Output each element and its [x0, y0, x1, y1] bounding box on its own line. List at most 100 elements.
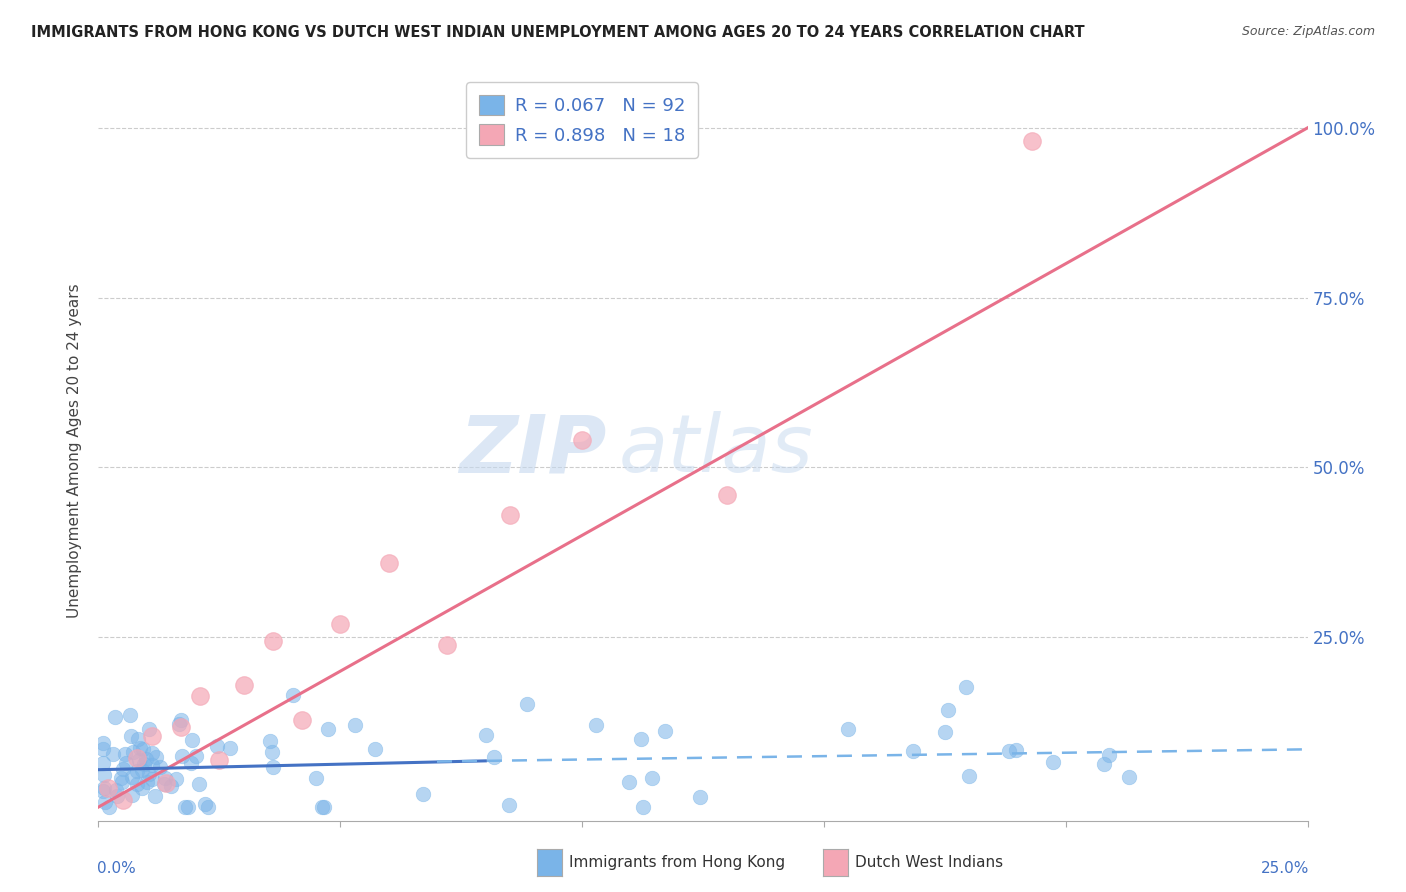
Point: [316, 723, 339, 737]
Point: [934, 724, 956, 739]
Point: [1021, 135, 1043, 149]
Text: IMMIGRANTS FROM HONG KONG VS DUTCH WEST INDIAN UNEMPLOYMENT AMONG AGES 20 TO 24 : IMMIGRANTS FROM HONG KONG VS DUTCH WEST …: [31, 25, 1084, 40]
Point: [134, 756, 156, 771]
Point: [290, 713, 312, 727]
Point: [114, 747, 136, 761]
Text: 0.0%: 0.0%: [97, 862, 136, 876]
Legend: R = 0.067   N = 92, R = 0.898   N = 18: R = 0.067 N = 92, R = 0.898 N = 18: [467, 82, 697, 158]
Point: [94, 796, 117, 810]
Point: [129, 741, 152, 756]
Text: Source: ZipAtlas.com: Source: ZipAtlas.com: [1241, 25, 1375, 38]
Point: [155, 775, 177, 789]
Point: [104, 782, 127, 797]
Point: [262, 746, 284, 760]
Point: [329, 616, 352, 631]
Point: [93, 780, 115, 795]
Point: [91, 784, 114, 798]
Point: [101, 747, 124, 762]
Point: [205, 739, 228, 753]
Point: [998, 744, 1021, 758]
Point: [219, 741, 242, 756]
Point: [114, 756, 136, 771]
Point: [585, 717, 607, 731]
Point: [654, 724, 676, 739]
Point: [305, 771, 328, 785]
Point: [631, 800, 654, 814]
Point: [955, 680, 977, 694]
Text: atlas: atlas: [619, 411, 813, 490]
Point: [165, 772, 187, 787]
Point: [1098, 747, 1121, 762]
Point: [208, 752, 231, 766]
Point: [118, 708, 141, 723]
Point: [107, 789, 129, 803]
Point: [959, 769, 981, 783]
Point: [482, 750, 505, 764]
Point: [173, 800, 195, 814]
Point: [97, 800, 120, 814]
Point: [145, 749, 167, 764]
Point: [1004, 743, 1026, 757]
Point: [170, 714, 193, 728]
Point: [177, 800, 200, 814]
Point: [104, 709, 127, 723]
Point: [152, 777, 174, 791]
Point: [571, 434, 593, 448]
Point: [188, 777, 211, 791]
Point: [281, 688, 304, 702]
Point: [128, 753, 150, 767]
Point: [344, 718, 367, 732]
Point: [167, 716, 190, 731]
Point: [136, 775, 159, 789]
Point: [111, 775, 134, 789]
Point: [617, 775, 640, 789]
Point: [689, 790, 711, 805]
Text: ZIP: ZIP: [458, 411, 606, 490]
Point: [901, 744, 924, 758]
Point: [232, 678, 254, 692]
Point: [311, 800, 333, 814]
Point: [1042, 756, 1064, 770]
Point: [474, 728, 496, 742]
Point: [127, 777, 149, 791]
Point: [91, 736, 114, 750]
Point: [936, 703, 959, 717]
Point: [314, 800, 336, 814]
Point: [91, 756, 114, 771]
Point: [180, 756, 202, 770]
Text: Dutch West Indians: Dutch West Indians: [855, 855, 1002, 870]
Point: [127, 732, 149, 747]
Point: [364, 741, 387, 756]
Point: [498, 508, 520, 522]
Point: [262, 634, 284, 648]
Point: [93, 742, 115, 756]
Point: [169, 720, 191, 734]
Point: [141, 772, 163, 786]
Text: 25.0%: 25.0%: [1260, 862, 1309, 876]
Point: [138, 722, 160, 736]
Point: [131, 781, 153, 796]
Point: [131, 763, 153, 777]
Point: [180, 732, 202, 747]
Point: [121, 788, 143, 802]
Point: [197, 800, 219, 814]
Point: [138, 767, 160, 781]
Point: [132, 742, 155, 756]
Point: [121, 771, 143, 785]
Point: [160, 780, 183, 794]
Point: [412, 787, 434, 801]
Point: [186, 748, 208, 763]
Point: [1118, 770, 1140, 784]
Point: [188, 689, 211, 703]
Point: [262, 760, 284, 774]
Point: [837, 723, 859, 737]
Point: [516, 698, 538, 712]
Point: [141, 758, 163, 772]
Point: [110, 771, 132, 785]
Text: Immigrants from Hong Kong: Immigrants from Hong Kong: [569, 855, 786, 870]
Point: [111, 793, 134, 807]
Point: [377, 556, 399, 570]
Point: [194, 797, 217, 812]
Point: [436, 639, 458, 653]
Point: [141, 730, 163, 744]
